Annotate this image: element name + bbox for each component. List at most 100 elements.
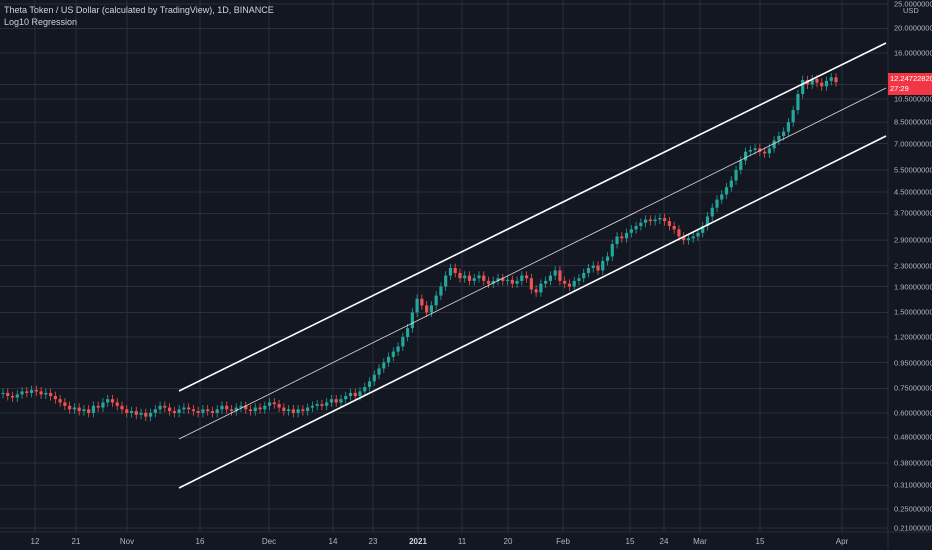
last-price-value: 12.24722820 bbox=[890, 74, 932, 83]
price-axis-label: 4.50000000 bbox=[894, 187, 932, 197]
candle-up bbox=[401, 336, 405, 347]
candle-down bbox=[563, 280, 567, 284]
candle-down bbox=[534, 289, 538, 293]
time-axis-label: 14 bbox=[328, 537, 338, 546]
time-axis-label: 11 bbox=[457, 537, 467, 546]
candle-up bbox=[148, 412, 153, 417]
candle-down bbox=[301, 409, 305, 412]
candle-up bbox=[72, 407, 76, 410]
candle-up bbox=[782, 131, 786, 136]
candle-down bbox=[596, 265, 600, 271]
candle-down bbox=[168, 407, 172, 412]
candle-up bbox=[306, 407, 310, 412]
candle-down bbox=[10, 396, 15, 398]
candle-up bbox=[629, 229, 633, 233]
candle-up bbox=[691, 236, 695, 239]
candle-up bbox=[158, 405, 162, 410]
candle-up bbox=[182, 407, 186, 410]
time-axis-label: 21 bbox=[71, 537, 81, 546]
candle-up bbox=[344, 396, 348, 400]
candle-up bbox=[829, 77, 833, 81]
chart-grid bbox=[0, 0, 888, 532]
candle-down bbox=[763, 151, 767, 154]
candle-up bbox=[810, 79, 814, 85]
candle-up bbox=[496, 278, 500, 281]
channel-lower-line[interactable] bbox=[178, 135, 887, 489]
candle-up bbox=[710, 207, 714, 217]
candle-up bbox=[644, 219, 648, 223]
candle-up bbox=[329, 399, 334, 403]
candle-up bbox=[220, 405, 224, 410]
candle-up bbox=[296, 409, 300, 413]
candle-up bbox=[615, 236, 619, 245]
candle-up bbox=[129, 411, 134, 413]
candle-up bbox=[234, 407, 238, 412]
time-axis-label: Mar bbox=[693, 537, 707, 546]
price-axis-label: 0.38000000 bbox=[894, 458, 932, 468]
candle-down bbox=[258, 407, 262, 410]
candle-up bbox=[29, 389, 34, 393]
candle-up bbox=[701, 226, 705, 233]
currency-label: USD bbox=[903, 6, 919, 15]
price-axis-label: 8.50000000 bbox=[894, 117, 932, 127]
price-axis-label: 1.90000000 bbox=[894, 282, 932, 292]
candle-down bbox=[677, 229, 681, 237]
candle-up bbox=[91, 405, 96, 413]
candle-up bbox=[658, 217, 662, 220]
candle-down bbox=[206, 409, 210, 412]
candle-up bbox=[610, 244, 614, 257]
time-axis-label: 12 bbox=[30, 537, 40, 546]
candle-up bbox=[753, 148, 757, 151]
candle-up bbox=[201, 409, 205, 413]
candle-up bbox=[734, 170, 738, 181]
candle-up bbox=[653, 219, 657, 222]
channel-middle-line[interactable] bbox=[178, 87, 887, 440]
price-axis-label: 1.50000000 bbox=[894, 307, 932, 317]
candle-up bbox=[739, 160, 743, 171]
bar-countdown: 27:29 bbox=[890, 84, 909, 93]
price-axis-label: 10.50000000 bbox=[894, 94, 932, 104]
candle-up bbox=[253, 407, 257, 412]
candle-down bbox=[334, 399, 338, 403]
candle-up bbox=[686, 238, 691, 241]
indicator-name[interactable]: Log10 Regression bbox=[4, 17, 78, 27]
candle-up bbox=[215, 409, 219, 413]
price-axis-label: 0.48000000 bbox=[894, 432, 932, 442]
log-regression-channel bbox=[178, 42, 887, 489]
candle-down bbox=[58, 399, 62, 403]
price-axis-label: 2.90000000 bbox=[894, 235, 932, 245]
candle-up bbox=[1, 392, 5, 395]
candle-down bbox=[6, 392, 10, 397]
candle-up bbox=[544, 280, 548, 284]
candle-up bbox=[391, 351, 395, 357]
candle-down bbox=[620, 236, 624, 239]
candle-up bbox=[325, 402, 329, 406]
candle-up bbox=[591, 265, 595, 268]
candle-up bbox=[372, 374, 376, 382]
candle-down bbox=[53, 396, 57, 400]
candle-down bbox=[49, 392, 53, 397]
candle-up bbox=[548, 275, 552, 281]
price-axis-label: 1.20000000 bbox=[894, 332, 932, 342]
candle-up bbox=[444, 275, 448, 287]
candle-up bbox=[287, 409, 291, 412]
price-axis-label: 5.50000000 bbox=[894, 165, 932, 175]
candle-up bbox=[796, 94, 800, 111]
candle-down bbox=[115, 402, 119, 406]
candle-up bbox=[605, 256, 610, 261]
candle-up bbox=[715, 199, 719, 208]
time-axis-label: Dec bbox=[261, 537, 277, 546]
candle-down bbox=[144, 412, 148, 417]
candle-up bbox=[791, 110, 795, 123]
candle-up bbox=[106, 399, 110, 403]
candle-down bbox=[120, 405, 124, 410]
candle-down bbox=[320, 404, 324, 406]
candle-down bbox=[529, 278, 533, 290]
candle-up bbox=[348, 392, 353, 397]
price-axis-label: 0.31000000 bbox=[894, 480, 932, 490]
candle-down bbox=[501, 278, 505, 281]
candle-down bbox=[172, 411, 176, 413]
channel-upper-line[interactable] bbox=[178, 42, 887, 392]
candle-up bbox=[729, 180, 733, 188]
